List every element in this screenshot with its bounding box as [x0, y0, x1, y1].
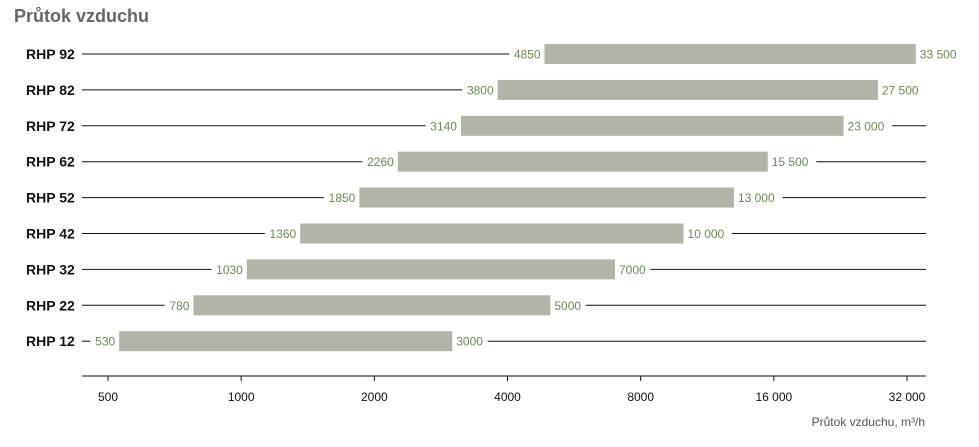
row-label: RHP 52	[26, 190, 75, 206]
range-bar	[300, 223, 684, 244]
range-bar	[497, 79, 878, 100]
range-bar	[119, 331, 453, 352]
min-value-label: 780	[169, 299, 189, 313]
x-tick-label: 8000	[627, 390, 654, 404]
x-axis-title: Průtok vzduchu, m³/h	[812, 415, 925, 429]
row-label: RHP 32	[26, 261, 75, 277]
range-bar	[460, 115, 844, 136]
chart-title: Průtok vzduchu	[14, 6, 150, 26]
min-value-label: 530	[95, 335, 115, 349]
min-value-label: 1360	[270, 227, 297, 241]
min-value-label: 1030	[216, 263, 243, 277]
x-tick-label: 2000	[361, 390, 388, 404]
max-value-label: 23 000	[848, 119, 885, 133]
max-value-label: 3000	[456, 335, 483, 349]
max-value-label: 5000	[554, 299, 581, 313]
row-label: RHP 82	[26, 82, 75, 98]
range-bar	[544, 44, 916, 64]
range-bar	[359, 187, 734, 208]
max-value-label: 33 500	[920, 48, 957, 62]
row-label: RHP 72	[26, 118, 75, 134]
min-value-label: 1850	[329, 191, 356, 205]
max-value-label: 7000	[619, 263, 646, 277]
min-value-label: 2260	[367, 155, 394, 169]
min-value-label: 3800	[467, 83, 494, 97]
max-value-label: 27 500	[882, 83, 919, 97]
row-label: RHP 22	[26, 297, 75, 313]
min-value-label: 4850	[514, 48, 541, 62]
x-tick-label: 16 000	[755, 390, 792, 404]
range-bar	[193, 295, 551, 316]
row-label: RHP 42	[26, 226, 75, 242]
row-label: RHP 62	[26, 154, 75, 170]
row-label: RHP 12	[26, 333, 75, 349]
x-tick-label: 1000	[228, 390, 255, 404]
max-value-label: 15 500	[772, 155, 809, 169]
range-bar	[246, 259, 616, 280]
max-value-label: 13 000	[738, 191, 775, 205]
range-bar	[397, 151, 768, 172]
row-label: RHP 92	[26, 46, 75, 62]
max-value-label: 10 000	[688, 227, 725, 241]
x-tick-label: 4000	[494, 390, 521, 404]
x-tick-label: 32 000	[889, 390, 926, 404]
min-value-label: 3140	[430, 119, 457, 133]
x-tick-label: 500	[98, 390, 118, 404]
